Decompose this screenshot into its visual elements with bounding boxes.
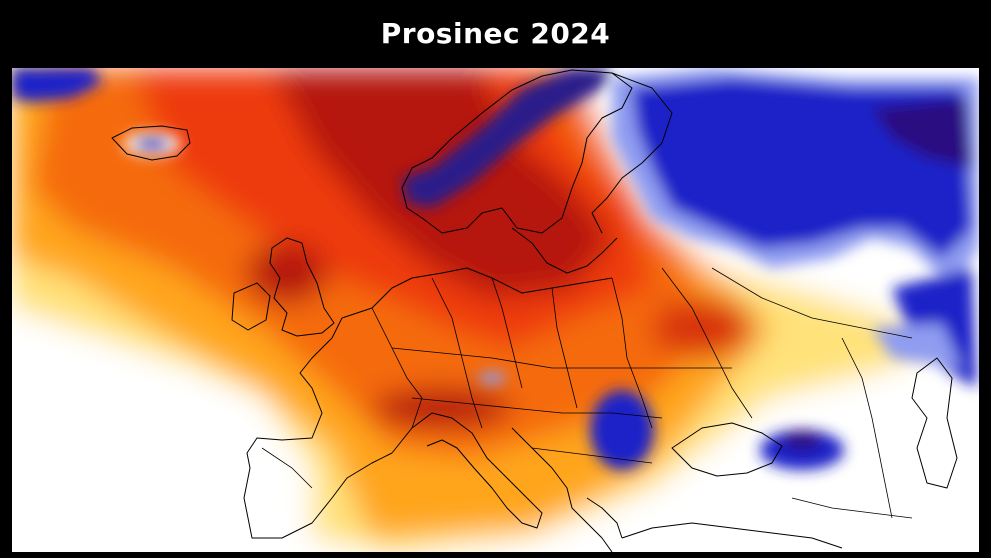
coastline-iceland [111,125,191,161]
coastline-black-sea [671,422,783,477]
coastline-france-iberia [243,317,393,539]
map-title: Prosinec 2024 [380,16,611,50]
coastline-scandinavia [401,69,633,234]
coastline-caspian-sea [911,357,958,489]
anomaly-map [12,68,979,552]
coastline-ireland [231,282,271,331]
coastlines [111,69,958,552]
country-borders [261,267,913,519]
coastline-italy [391,412,543,529]
title-bar: Prosinec 2024 [0,0,991,66]
coastline-great-britain [269,237,335,337]
anomaly-map-svg [12,68,979,552]
cold-anomaly-field [12,68,979,470]
